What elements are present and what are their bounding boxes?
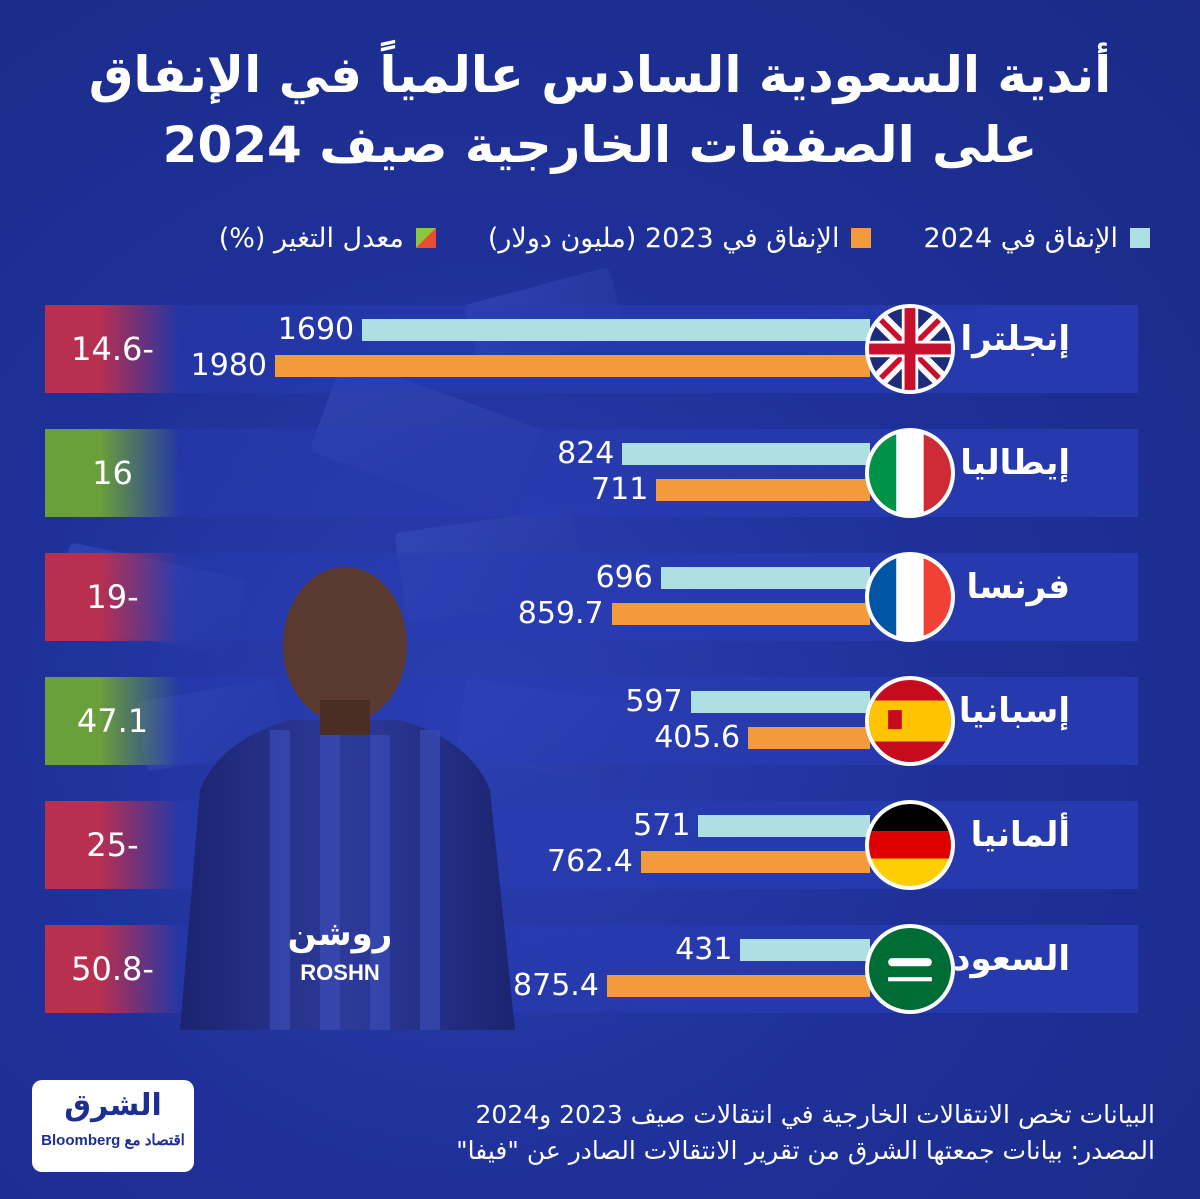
- bar-2024: [740, 939, 870, 961]
- saudi-flag-icon: [865, 924, 955, 1014]
- bar-label-2023: 1980: [190, 348, 267, 383]
- shirt-stripe: [270, 730, 290, 1030]
- shirt-stripe: [420, 730, 440, 1030]
- change-value: 16: [45, 429, 180, 517]
- logo-partner: اقتصاد مع Bloomberg: [32, 1123, 194, 1149]
- footnotes: البيانات تخص الانتقالات الخارجية في انتق…: [355, 1097, 1155, 1169]
- country-label: إسبانيا: [958, 691, 1070, 731]
- legend-item-change: معدل التغير (%): [219, 223, 436, 254]
- country-label: ألمانيا: [970, 815, 1070, 855]
- note-scope: البيانات تخص الانتقالات الخارجية في انتق…: [475, 1100, 1155, 1129]
- asharq-logo: الشرق اقتصاد مع Bloomberg: [32, 1080, 194, 1172]
- legend-item-2024: الإنفاق في 2024: [923, 223, 1150, 254]
- bar-2023: [748, 727, 870, 749]
- row-band: [62, 553, 1138, 641]
- logo-partner-prefix: مع: [124, 1132, 141, 1149]
- player-head: [283, 567, 407, 723]
- bar-label-2024: 431: [675, 932, 733, 967]
- swatch-2023-icon: [851, 228, 872, 248]
- bar-2024: [698, 815, 870, 837]
- bar-2024: [362, 319, 870, 341]
- bar-label-2024: 696: [595, 560, 653, 595]
- legend-label-change: معدل التغير (%): [218, 222, 404, 254]
- bar-label-2024: 1690: [277, 312, 355, 347]
- shirt-stripe: [370, 735, 390, 1030]
- bar-2024: [660, 567, 870, 589]
- change-value: 50.8-: [45, 925, 180, 1013]
- legend: الإنفاق في 2024 الإنفاق في 2023 (مليون د…: [50, 218, 1150, 258]
- change-value: 47.1: [45, 677, 180, 765]
- shirt-stripe: [320, 735, 340, 1030]
- country-label: إيطاليا: [960, 443, 1070, 483]
- country-label: إنجلترا: [960, 319, 1071, 359]
- bar-2024: [690, 691, 870, 713]
- change-value: 19-: [45, 553, 180, 641]
- bar-2023: [275, 355, 870, 377]
- title-line-1: أندية السعودية السادس عالمياً في الإنفاق: [88, 46, 1112, 104]
- uk-flag-icon: [865, 304, 955, 394]
- bar-2023: [640, 851, 870, 873]
- bar-2023: [606, 975, 870, 997]
- shirt-sponsor-latin: ROSHN: [300, 960, 379, 985]
- legend-label-2023: الإنفاق في 2023 (مليون دولار): [487, 222, 840, 254]
- player-neck: [320, 700, 370, 735]
- bar-2023: [611, 603, 870, 625]
- bar-label-2023: 405.6: [654, 720, 741, 755]
- logo-sub: اقتصاد: [144, 1132, 185, 1149]
- bar-2024: [622, 443, 870, 465]
- spain-flag-icon: [865, 676, 955, 766]
- bar-label-2023: 762.4: [547, 844, 633, 879]
- bar-label-2024: 597: [625, 684, 683, 719]
- swatch-2024-icon: [1130, 228, 1150, 248]
- player-image: روشن ROSHN: [180, 567, 515, 1030]
- bar-label-2023: 711: [591, 472, 649, 507]
- bar-2023: [656, 479, 870, 501]
- shirt-sponsor-arabic: روشن: [288, 914, 393, 954]
- title-line-2: على الصفقات الخارجية صيف 2024: [162, 116, 1038, 174]
- note-source: المصدر: بيانات جمعتها الشرق من تقرير الا…: [456, 1136, 1155, 1165]
- chart-title: أندية السعودية السادس عالمياً في الإنفاق…: [30, 40, 1170, 180]
- bar-label-2024: 824: [557, 436, 615, 471]
- legend-item-2023: الإنفاق في 2023 (مليون دولار): [488, 223, 872, 254]
- swatch-change-icon: [415, 228, 436, 248]
- logo-main: الشرق: [64, 1088, 162, 1123]
- bar-label-2024: 571: [633, 808, 691, 843]
- change-value: 25-: [45, 801, 180, 889]
- legend-label-2024: الإنفاق في 2024: [923, 222, 1118, 254]
- france-flag-icon: [865, 552, 955, 642]
- row-band: [62, 429, 1138, 517]
- germany-flag-icon: [865, 800, 955, 890]
- bar-label-2023: 859.7: [517, 596, 604, 631]
- bar-label-2023: 875.4: [513, 968, 599, 1003]
- italy-flag-icon: [865, 428, 955, 518]
- logo-partner-name: Bloomberg: [41, 1132, 121, 1149]
- change-value: 14.6-: [45, 305, 180, 393]
- country-label: فرنسا: [966, 567, 1070, 607]
